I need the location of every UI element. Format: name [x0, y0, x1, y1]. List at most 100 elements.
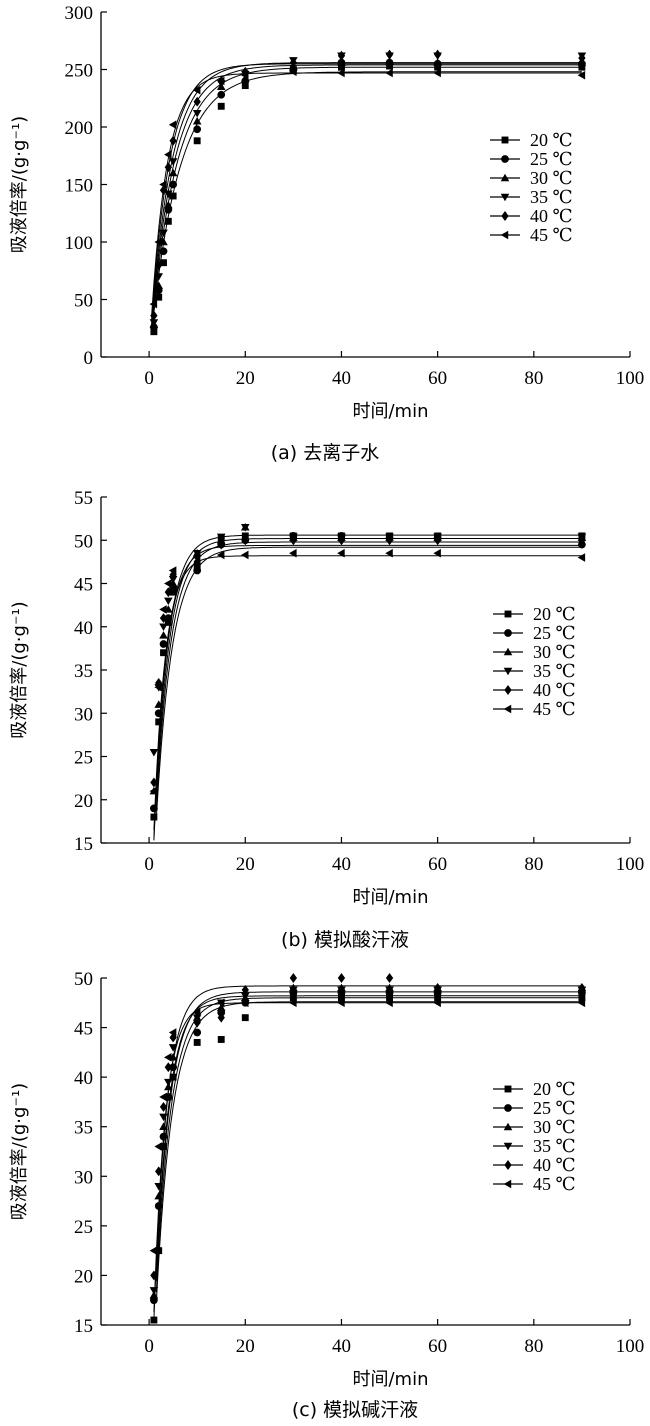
fit-curve-1 [151, 66, 582, 331]
data-point [217, 90, 226, 99]
data-point [150, 813, 158, 821]
series-5 [149, 548, 586, 796]
data-point [149, 1287, 159, 1295]
legend-label: 30 ℃ [530, 168, 573, 188]
y-tick-label: 25 [74, 1217, 93, 1238]
panel-caption: (b) 模拟酸汗液 [281, 929, 409, 951]
legend-label: 40 ℃ [533, 1155, 576, 1175]
data-point [386, 994, 393, 1002]
data-point [216, 998, 225, 1008]
data-point [164, 579, 172, 588]
fit-curve-5 [153, 555, 582, 830]
data-point [338, 994, 345, 1002]
y-tick-label: 0 [84, 348, 94, 369]
legend-marker [504, 1104, 512, 1112]
fit-curve-0 [155, 546, 582, 819]
data-point [289, 57, 298, 68]
data-point [240, 998, 249, 1008]
data-point [433, 535, 442, 546]
data-point [289, 548, 297, 558]
fit-curve-1 [155, 541, 582, 809]
legend-marker [504, 685, 512, 695]
data-point [241, 984, 249, 995]
data-point [164, 618, 172, 626]
data-point [155, 293, 163, 301]
legend-label: 40 ℃ [530, 206, 573, 226]
y-tick-label: 300 [65, 3, 94, 24]
data-point [216, 533, 226, 542]
data-point [155, 678, 163, 688]
x-axis-title: 时间/min [352, 1369, 428, 1390]
data-point [160, 1143, 167, 1150]
data-point [289, 994, 297, 1002]
data-point [192, 85, 201, 95]
data-point [159, 1101, 168, 1112]
data-point [169, 1073, 177, 1081]
data-point [216, 76, 225, 86]
data-point [337, 998, 345, 1008]
data-point [217, 1036, 225, 1043]
data-point [385, 998, 393, 1008]
data-point [150, 1316, 158, 1324]
fit-curve-5 [151, 72, 582, 318]
legend-label: 45 ℃ [533, 699, 576, 719]
legend-marker [503, 704, 512, 714]
data-point [149, 748, 159, 757]
data-point [168, 1044, 178, 1052]
data-point [337, 973, 346, 983]
y-tick-label: 25 [74, 748, 93, 769]
data-point [434, 994, 442, 1002]
y-tick-label: 200 [65, 118, 94, 139]
x-tick-label: 80 [524, 1336, 543, 1357]
legend-label: 35 ℃ [533, 661, 576, 681]
data-point [164, 1053, 172, 1062]
data-point [385, 548, 393, 558]
series-0 [150, 532, 586, 821]
legend-marker [501, 211, 509, 221]
data-point [193, 1017, 201, 1028]
data-point [154, 1202, 163, 1210]
data-point [193, 96, 201, 107]
legend-label: 40 ℃ [533, 680, 576, 700]
x-tick-label: 40 [332, 1336, 351, 1357]
legend-marker [503, 1179, 512, 1189]
legend-marker [501, 155, 509, 163]
series-4 [150, 973, 586, 1281]
data-point [216, 1003, 226, 1011]
legend-marker [500, 173, 510, 182]
data-point [159, 1132, 168, 1141]
data-point [241, 1014, 249, 1022]
data-point [385, 535, 394, 546]
x-tick-label: 0 [144, 1336, 154, 1357]
data-point [289, 67, 297, 77]
data-point [164, 217, 172, 225]
data-point [433, 982, 442, 993]
data-point [217, 1012, 225, 1023]
data-point [289, 998, 297, 1008]
data-point [164, 614, 173, 622]
y-tick-label: 100 [65, 233, 94, 254]
legend-label: 45 ℃ [533, 1174, 576, 1194]
legend-label: 30 ℃ [533, 642, 576, 662]
data-point [169, 588, 177, 596]
y-tick-label: 55 [74, 488, 93, 509]
legend: 20 ℃25 ℃30 ℃35 ℃40 ℃45 ℃ [490, 130, 573, 245]
data-point [217, 102, 225, 110]
fit-curve-4 [153, 544, 582, 838]
x-tick-label: 100 [616, 1336, 645, 1357]
data-point [168, 566, 177, 575]
data-point [433, 68, 441, 78]
data-point [155, 260, 163, 270]
data-point [433, 49, 442, 60]
data-point [164, 162, 172, 173]
series-5 [149, 67, 586, 309]
legend-marker [503, 1122, 513, 1131]
data-point [577, 70, 586, 80]
y-axis-title: 吸液倍率/(g·g⁻¹) [9, 116, 30, 253]
legend-label: 20 ℃ [533, 1079, 576, 1099]
legend-label: 20 ℃ [530, 130, 573, 150]
data-point [241, 535, 249, 546]
data-point [168, 120, 177, 129]
data-point [169, 1063, 178, 1072]
data-point [154, 683, 162, 692]
